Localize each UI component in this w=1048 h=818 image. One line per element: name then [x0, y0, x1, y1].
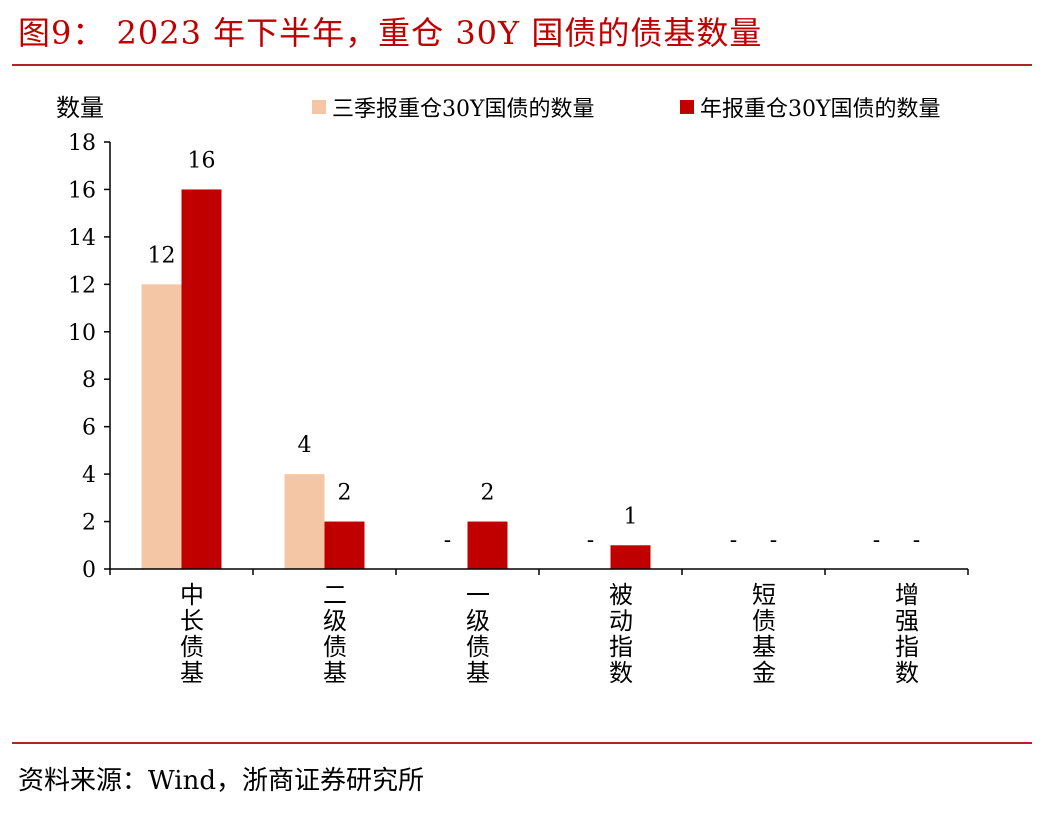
data-label: -: [444, 528, 451, 553]
x-tick-label: 被动指数: [605, 582, 633, 686]
x-tick-label: 短债基金: [748, 582, 776, 686]
y-tick-label: 18: [68, 131, 96, 156]
x-tick-label: 增强指数: [891, 582, 919, 686]
y-tick-label: 6: [82, 416, 96, 441]
bars-group: 12 4 - - - - 16 2 2 1 - -: [141, 148, 920, 569]
x-tick-label: 中长债基: [176, 582, 204, 686]
bar: [141, 284, 182, 569]
bar: [181, 189, 222, 569]
y-tick-label: 2: [82, 511, 96, 536]
y-tick-label: 8: [82, 368, 96, 393]
figure-title: 图9： 2023 年下半年，重仓 30Y 国债的债基数量: [18, 14, 763, 52]
data-label: -: [587, 528, 594, 553]
legend-swatch: [680, 100, 694, 114]
bar: [284, 474, 325, 569]
bar: [467, 521, 508, 569]
x-tick-label: 二级债基: [319, 582, 347, 686]
data-label: 1: [624, 504, 638, 529]
y-tick-label: 0: [82, 558, 96, 583]
bar-chart: 三季报重仓30Y国债的数量 年报重仓30Y国债的数量 数量 02468101214…: [56, 94, 969, 686]
legend-label: 三季报重仓30Y国债的数量: [332, 97, 595, 122]
legend-swatch: [312, 100, 326, 114]
title-divider: [12, 64, 1032, 66]
source-divider: [12, 742, 1032, 744]
y-tick-label: 10: [68, 321, 96, 346]
bar: [610, 545, 651, 569]
data-label: -: [770, 528, 777, 553]
x-tick-label: 一级债基: [462, 582, 490, 686]
data-label: 16: [188, 148, 216, 173]
data-label: -: [913, 528, 920, 553]
legend-label: 年报重仓30Y国债的数量: [700, 97, 941, 122]
data-label: 2: [338, 481, 352, 506]
data-label: 2: [481, 481, 495, 506]
y-tick-label: 12: [68, 273, 96, 298]
y-axis-label: 数量: [56, 94, 104, 122]
chart-legend: 三季报重仓30Y国债的数量 年报重仓30Y国债的数量: [312, 97, 941, 122]
data-label: -: [730, 528, 737, 553]
x-axis: 中长债基 二级债基 一级债基 被动指数 短债基金 增强指数: [109, 568, 969, 686]
y-axis: 0 2 4 6 8 10 12 14 16 18: [68, 131, 111, 583]
data-label: -: [873, 528, 880, 553]
y-tick-label: 4: [82, 463, 96, 488]
y-tick-label: 16: [68, 178, 96, 203]
data-label: 12: [148, 243, 176, 268]
bar: [324, 521, 365, 569]
y-tick-label: 14: [68, 226, 96, 251]
source-note: 资料来源：Wind，浙商证券研究所: [18, 766, 424, 796]
data-label: 4: [298, 433, 312, 458]
